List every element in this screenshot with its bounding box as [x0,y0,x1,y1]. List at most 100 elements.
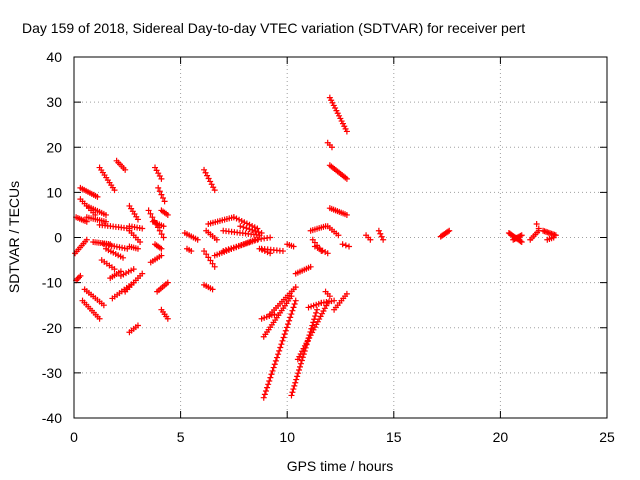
data-point-marker [343,128,350,135]
x-axis-label: GPS time / hours [287,458,394,474]
data-point-marker [291,382,298,389]
data-point-marker [243,240,250,247]
data-point-marker [158,245,165,252]
data-point-marker [94,193,101,200]
data-point-marker [328,97,335,104]
data-point-marker [271,361,278,368]
data-point-marker [209,260,216,267]
plot-frame [73,56,608,419]
data-point-marker [160,195,167,202]
data-point-marker [194,236,201,243]
data-point-marker [236,216,243,223]
data-point-marker [209,286,216,293]
data-point-marker [241,219,248,226]
data-point-marker [294,373,301,380]
data-point-marker [292,284,299,291]
data-point-marker [279,248,286,255]
data-point-marker [201,248,208,255]
data-point-marker [329,99,336,106]
data-point-marker [346,243,353,250]
data-point-marker [83,236,90,243]
x-tick-label: 0 [70,429,78,445]
data-point-marker [278,341,285,348]
data-point-marker [122,166,129,173]
data-point-marker [330,102,337,109]
data-point-marker [130,266,137,273]
data-point-marker [211,187,218,194]
data-point-marker [158,231,165,238]
data-point-marker [156,227,163,234]
data-point-marker [164,279,171,286]
data-point-marker [249,227,256,234]
data-point-marker [313,309,320,316]
data-point-marker [134,245,141,252]
data-points [72,94,559,401]
y-tick-label: -20 [42,320,62,336]
data-point-marker [237,223,244,230]
data-point-marker [235,242,242,249]
data-point-marker [156,188,163,195]
data-point-marker [333,107,340,114]
data-point-marker [267,250,274,257]
data-point-marker [281,331,288,338]
data-point-marker [158,175,165,182]
data-point-marker [134,216,141,223]
data-point-marker [291,301,298,308]
data-point-marker [137,239,144,246]
data-point-marker [533,220,540,227]
data-point-marker [296,363,303,370]
data-point-marker [102,211,109,218]
data-point-marker [338,118,345,125]
data-point-marker [314,306,321,313]
data-point-marker [77,272,84,279]
data-point-marker [222,247,229,254]
data-point-marker [328,144,335,151]
data-point-marker [269,367,276,374]
data-point-marker [203,251,210,258]
data-point-marker [293,376,300,383]
data-point-marker [262,388,269,395]
data-point-marker [164,211,171,218]
data-point-marker [289,389,296,396]
data-point-marker [267,374,274,381]
data-point-marker [326,94,333,101]
data-point-marker [158,191,165,198]
data-point-marker [164,315,171,322]
data-point-marker [207,257,214,264]
data-point-marker [324,250,331,257]
data-point-marker [280,334,287,341]
data-point-marker [288,311,295,318]
data-point-marker [342,125,349,132]
data-point-marker [161,198,168,205]
data-point-marker [205,254,212,261]
data-point-marker [342,242,349,249]
data-point-marker [155,184,162,191]
data-point-marker [377,230,384,237]
y-tick-label: 10 [46,184,62,200]
data-point-marker [139,225,146,232]
data-point-marker [446,227,453,234]
data-point-marker [517,232,524,239]
y-tick-label: -10 [42,275,62,291]
data-point-marker [233,215,240,222]
data-point-marker [343,290,350,297]
data-point-marker [268,371,275,378]
data-point-marker [375,227,382,234]
x-tick-label: 10 [279,429,295,445]
data-point-marker [288,392,295,399]
data-point-marker [160,223,167,230]
data-point-marker [297,360,304,367]
data-point-marker [225,246,232,253]
data-point-marker [285,321,292,328]
data-point-marker [298,357,305,364]
data-point-marker [273,354,280,361]
data-point-marker [275,351,282,358]
data-point-marker [213,236,220,243]
data-point-marker [292,297,299,304]
data-point-marker [283,324,290,331]
data-point-marker [267,234,274,241]
data-point-marker [272,357,279,364]
data-point-marker [282,327,289,334]
data-point-marker [134,322,141,329]
data-point-marker [120,254,127,261]
